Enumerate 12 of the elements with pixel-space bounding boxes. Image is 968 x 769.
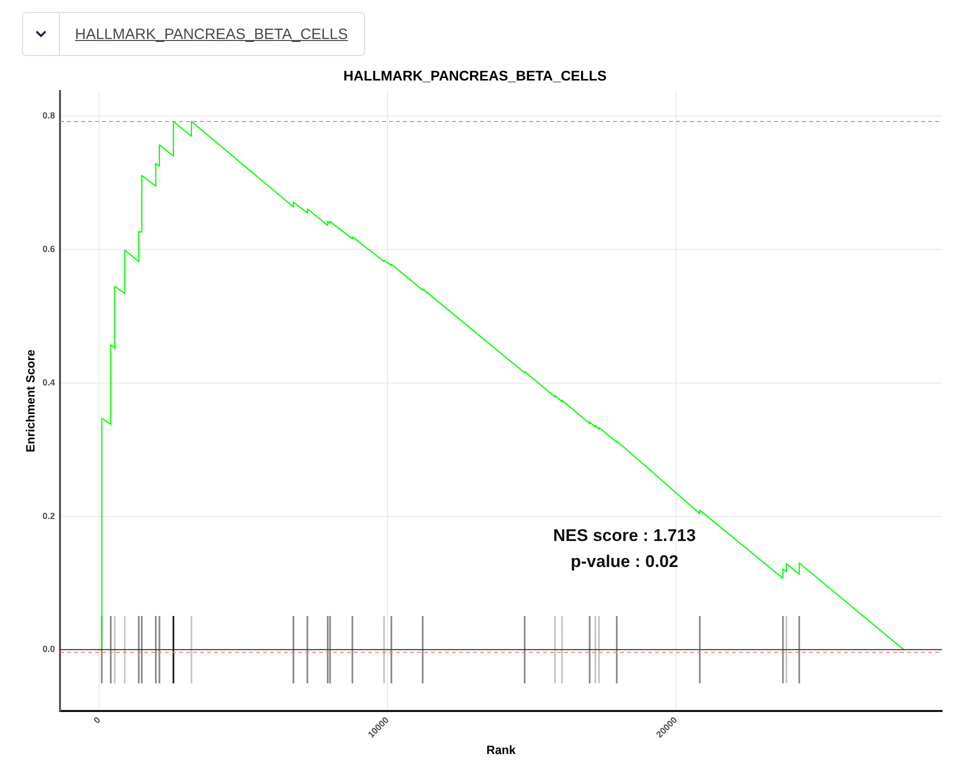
y-tick-label: 0.0 [42, 644, 55, 654]
dropdown: HALLMARK_PANCREAS_BETA_CELLS [22, 12, 365, 56]
y-tick-label: 0.6 [42, 244, 55, 254]
annotation: NES score : 1.713 [553, 526, 696, 545]
y-tick-label: 0.8 [42, 110, 55, 121]
y-tick-label: 0.2 [42, 510, 55, 521]
y-axis-title: Enrichment Score [24, 349, 38, 452]
y-tick-label: 0.4 [42, 377, 55, 388]
x-axis-title: Rank [486, 743, 516, 758]
annotation: p-value : 0.02 [570, 552, 678, 571]
x-tick-label: 0 [92, 714, 102, 726]
chart-title: HALLMARK_PANCREAS_BETA_CELLS [343, 67, 607, 84]
